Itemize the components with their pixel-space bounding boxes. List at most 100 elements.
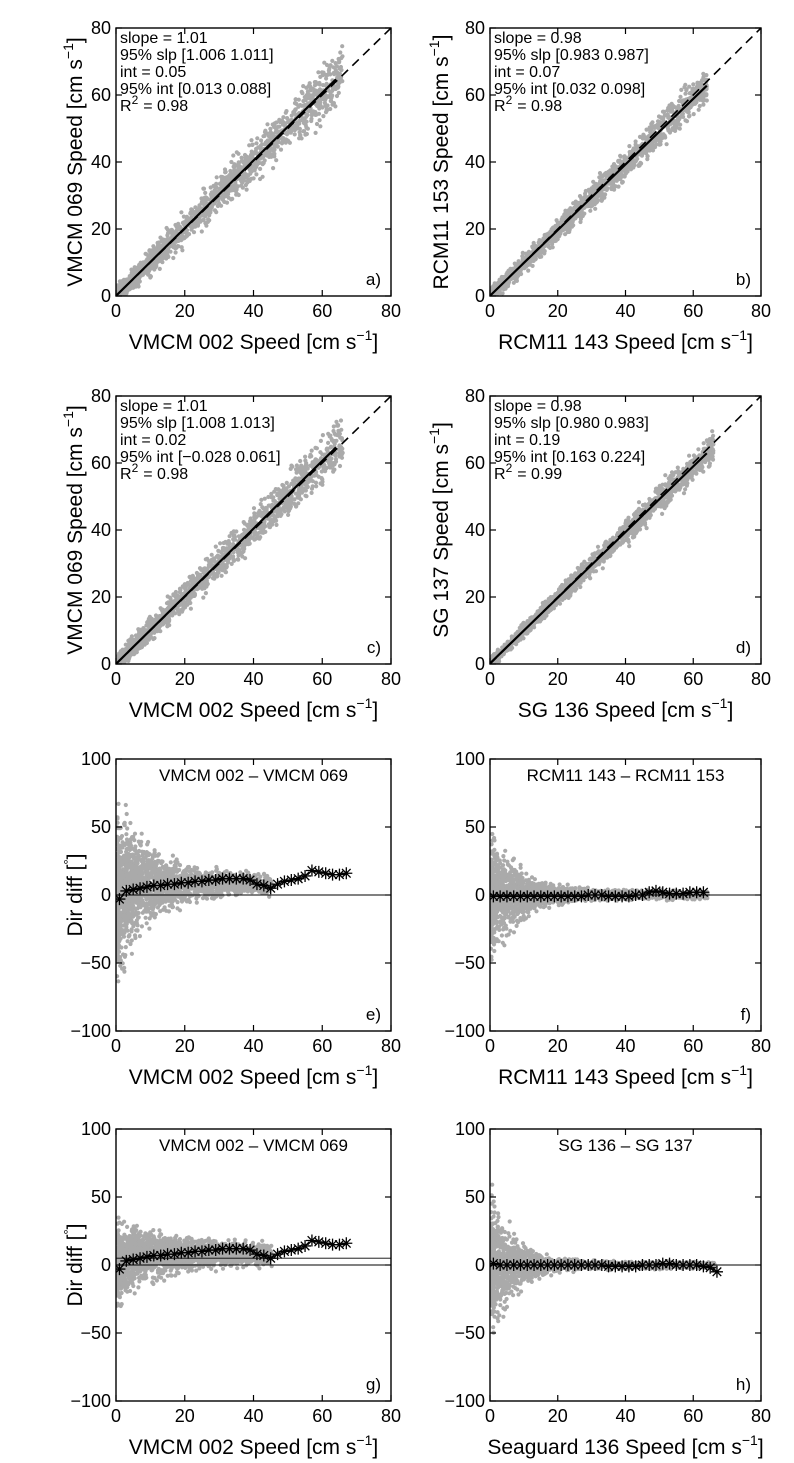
- scatter-point: [309, 448, 314, 453]
- scatter-point: [236, 162, 241, 167]
- scatter-point: [195, 208, 200, 213]
- scatter-point: [181, 235, 186, 240]
- scatter-point: [124, 278, 129, 283]
- scatter-point: [303, 458, 308, 463]
- x-axis-label-exponent: −1: [731, 327, 747, 343]
- scatter-point: [338, 418, 344, 423]
- scatter-point: [578, 216, 584, 222]
- scatter-point: [243, 154, 248, 159]
- stat-r-squared: R2 = 0.98: [120, 461, 188, 483]
- scatter-point: [696, 107, 701, 112]
- scatter-point: [331, 65, 336, 70]
- scatter-point: [636, 500, 642, 505]
- scatter-point: [633, 139, 638, 144]
- scatter-point: [627, 144, 632, 149]
- scatter-point: [697, 103, 702, 109]
- scatter-point: [201, 595, 206, 600]
- scatter-point: [336, 447, 342, 452]
- scatter-point: [203, 213, 208, 218]
- scatter-point: [146, 254, 151, 259]
- scatter-point: [322, 60, 327, 65]
- scatter-point: [275, 506, 280, 511]
- scatter-point: [337, 59, 342, 64]
- scatter-point: [331, 428, 336, 434]
- x-axis-label-close: ]: [372, 699, 378, 722]
- scatter-point: [247, 143, 252, 148]
- scatter-point: [176, 221, 181, 226]
- scatter-point: [260, 174, 265, 179]
- scatter-point: [309, 116, 314, 121]
- y-axis-label: VMCM 069 Speed [cm s−1]: [60, 37, 87, 286]
- stat-r-squared: R2 = 0.98: [494, 93, 562, 115]
- scatter-point: [232, 533, 237, 538]
- scatter-point: [580, 196, 585, 201]
- scatter-point: [316, 88, 321, 93]
- y-tick-label: 0: [475, 286, 485, 306]
- scatter-point: [286, 496, 291, 501]
- scatter-point: [231, 529, 236, 534]
- scatter-point: [656, 122, 661, 127]
- scatter-point: [263, 128, 268, 133]
- y-axis-label-text: RCM11 153 Speed [cm s: [430, 56, 453, 289]
- scatter-point: [503, 286, 508, 291]
- scatter-point: [133, 648, 138, 653]
- panel-letter: b): [736, 270, 751, 289]
- scatter-point: [580, 211, 585, 216]
- scatter-point: [284, 480, 289, 485]
- scatter-point: [146, 267, 151, 273]
- scatter-point: [646, 143, 651, 148]
- x-tick-label: 60: [312, 669, 332, 689]
- scatter-point: [333, 459, 339, 464]
- stat-line: int = 0.07: [494, 64, 560, 81]
- scatter-point: [318, 481, 323, 486]
- scatter-point: [508, 267, 513, 272]
- stat-line: slope = 0.98: [494, 30, 582, 47]
- scatter-point: [249, 138, 254, 143]
- scatter-point: [650, 148, 656, 153]
- scatter-point: [322, 100, 327, 106]
- scatter-point: [212, 208, 218, 213]
- y-axis-label: VMCM 069 Speed [cm s−1]: [60, 405, 87, 654]
- scatter-point: [338, 65, 343, 70]
- scatter-point: [221, 540, 226, 546]
- scatter-point: [337, 451, 342, 456]
- scatter-point: [244, 187, 249, 192]
- scatter-point: [660, 109, 666, 114]
- scatter-point: [183, 589, 188, 594]
- scatter-point: [152, 630, 157, 635]
- scatter-point: [340, 54, 345, 59]
- scatter-point: [303, 493, 308, 498]
- scatter-point: [275, 124, 280, 130]
- scatter-point: [645, 148, 650, 153]
- y-tick-label: 60: [91, 453, 111, 473]
- scatter-point: [313, 445, 318, 450]
- scatter-point: [675, 119, 681, 124]
- scatter-point: [236, 166, 242, 171]
- scatter-point: [212, 189, 218, 194]
- scatter-point: [248, 516, 253, 521]
- scatter-point: [253, 163, 258, 168]
- scatter-point: [158, 629, 163, 634]
- scatter-point: [533, 243, 538, 248]
- scatter-point: [120, 665, 124, 669]
- stat-line: 95% slp [0.983 0.987]: [494, 47, 649, 64]
- scatter-point: [218, 541, 223, 546]
- scatter-point: [331, 469, 336, 474]
- scatter-point: [571, 217, 576, 222]
- scatter-point: [214, 175, 219, 180]
- scatter-point: [595, 198, 601, 203]
- scatter-point: [304, 482, 309, 487]
- scatter-point: [650, 124, 656, 129]
- scatter-point: [284, 486, 289, 491]
- scatter-point: [157, 258, 162, 263]
- scatter-point: [337, 71, 342, 76]
- x-tick-label: 20: [175, 301, 195, 321]
- scatter-point: [185, 217, 190, 223]
- scatter-point: [227, 554, 232, 559]
- scatter-point: [335, 85, 340, 90]
- scatter-point: [583, 191, 588, 196]
- scatter-point: [292, 128, 297, 133]
- scatter-point: [683, 82, 688, 87]
- scatter-point: [673, 128, 678, 133]
